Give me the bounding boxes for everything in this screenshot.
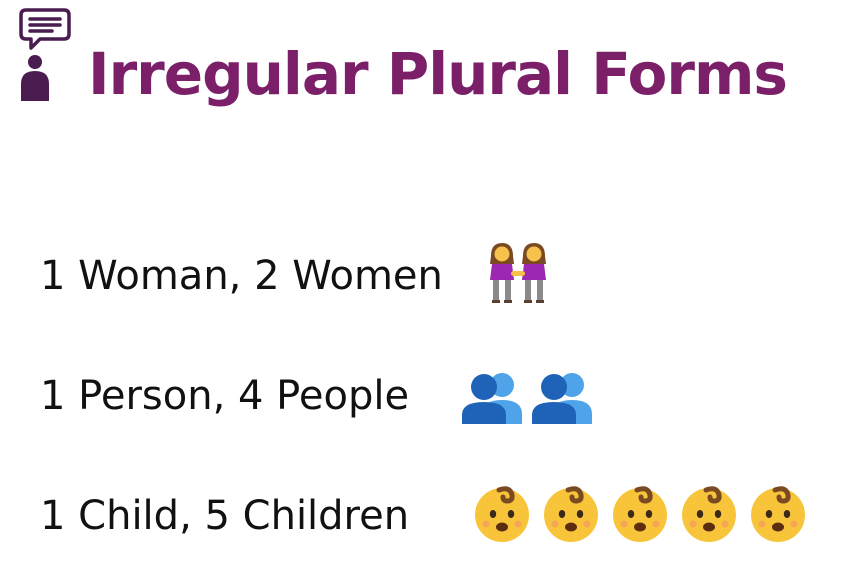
women-pictures (484, 240, 552, 304)
baby-icon (751, 486, 805, 542)
two-women-holding-hands-icon (490, 243, 546, 303)
speaking-person-icon (19, 8, 71, 101)
people-pictures (460, 370, 594, 424)
baby-icon (544, 486, 598, 542)
children-pictures (472, 484, 808, 544)
busts-in-silhouette-icon (462, 373, 522, 424)
baby-icon (682, 486, 736, 542)
page-title: Irregular Plural Forms (88, 40, 788, 108)
busts-in-silhouette-icon (532, 373, 592, 424)
baby-icon (613, 486, 667, 542)
baby-icon (475, 486, 529, 542)
plural-text-children: 1 Child, 5 Children (40, 493, 410, 539)
plural-text-people: 1 Person, 4 People (40, 373, 410, 419)
plural-text-women: 1 Woman, 2 Women (40, 253, 443, 299)
